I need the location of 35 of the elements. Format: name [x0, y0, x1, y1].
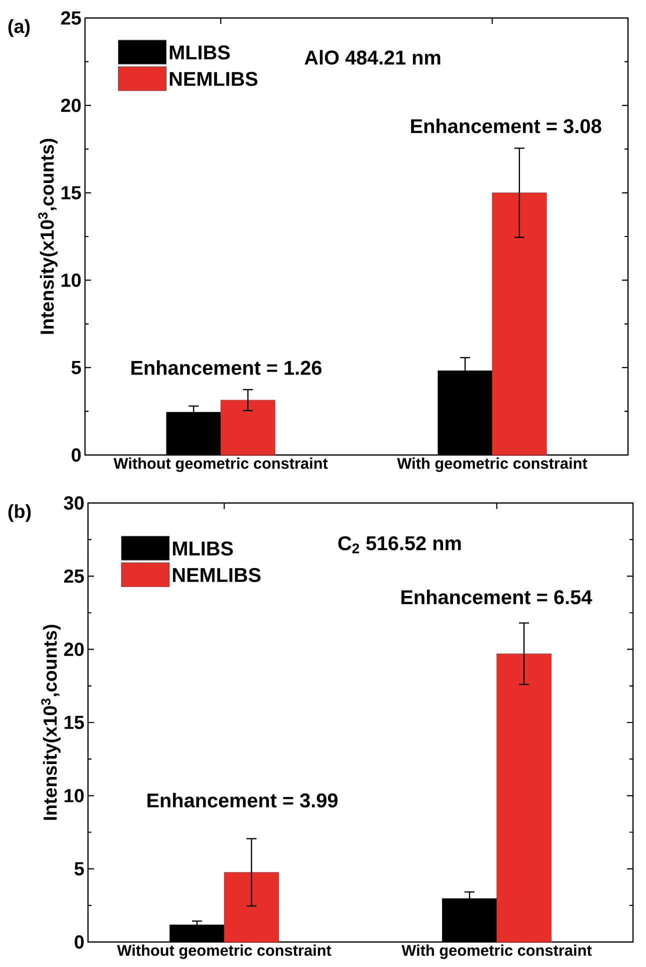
y-tick-label: 5 [72, 360, 81, 374]
y-tick-label: 0 [74, 935, 84, 949]
x-tick-label: With geometric constraint [397, 458, 588, 472]
x-tick-label: With geometric constraint [402, 944, 592, 959]
legend-label: MLIBS [170, 45, 230, 60]
x-tick-label: Without geometric constraint [114, 458, 328, 472]
y-axis-title: Intensity(x10$^{3}$,counts) [38, 138, 58, 334]
text: (b) [8, 504, 31, 522]
legend-label: NEMLIBS [172, 568, 261, 582]
y-tick-label: 30 [64, 496, 84, 510]
y-tick-label: 0 [72, 448, 81, 462]
annotation: Enhancement = 3.08 [411, 118, 602, 134]
legend-label: MLIBS [172, 541, 233, 556]
bar [496, 654, 552, 942]
y-tick-label: 15 [64, 716, 84, 730]
annotation: AlO 484.21 nm [304, 50, 440, 65]
y-tick-label: 25 [61, 11, 81, 25]
bar [220, 400, 276, 456]
y-tick-label: 20 [61, 98, 81, 112]
y-tick-label: 10 [64, 788, 84, 802]
bar [224, 872, 279, 942]
annotation: Enhancement = 6.54 [401, 590, 592, 604]
y-tick-label: 5 [74, 862, 84, 876]
legend-label: NEMLIBS [170, 72, 258, 86]
text: (a) [8, 19, 30, 37]
annotation: Enhancement = 1.26 [131, 360, 322, 375]
annotation: C$_{2}$ 516.52 nm [338, 536, 461, 554]
bar [492, 192, 547, 456]
annotation: Enhancement = 3.99 [147, 792, 338, 808]
y-tick-label: 10 [62, 273, 81, 287]
y-axis-title: Intensity(x10$^{3}$,counts) [41, 624, 61, 820]
y-tick-label: 15 [62, 186, 81, 200]
x-tick-label: Without geometric constraint [117, 944, 332, 959]
y-tick-label: 25 [64, 569, 84, 583]
y-tick-label: 20 [64, 642, 84, 656]
